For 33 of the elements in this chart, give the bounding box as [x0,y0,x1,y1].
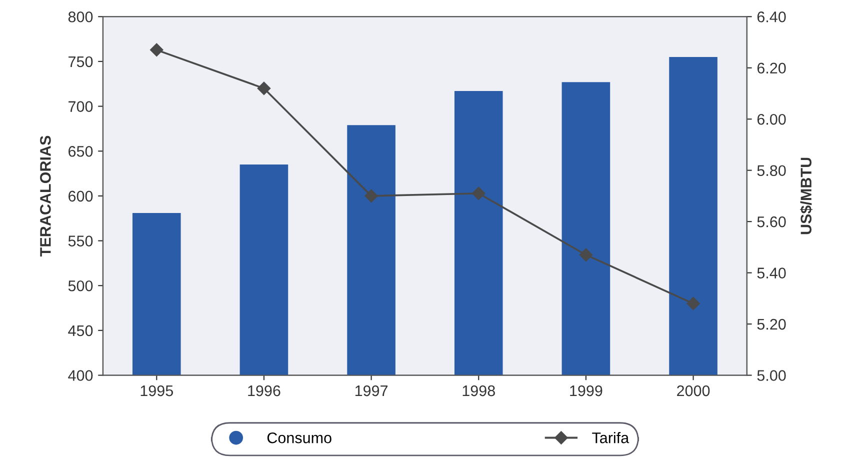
y2-tick-label: 5.00 [757,370,786,381]
y-tick-label: 650 [68,146,93,157]
y-tick-label: 400 [68,370,93,381]
y2-tick-label: 6.20 [757,62,786,74]
point [257,82,271,95]
point [472,186,486,200]
x-tick-label: 1999 [570,385,602,396]
point [150,43,164,57]
y2-tick-label: 6.00 [757,114,786,125]
y2-axis-title: US$/MBTU [800,158,812,234]
y-tick-label: 600 [68,190,93,202]
y2-tick-label: 5.60 [757,216,786,228]
point [686,296,700,310]
legend-label: Tarifa [592,432,630,444]
x-tick-label: 1998 [462,385,495,396]
y2-tick-label: 5.40 [757,268,786,278]
y2-tick-label: 6.40 [757,11,786,22]
x-tick-label: 1996 [248,385,280,396]
point [579,248,593,262]
y-tick-label: 450 [68,325,93,336]
point [364,189,378,203]
y-tick-label: 700 [68,101,93,112]
y-tick-label: 500 [68,280,93,292]
x-tick-label: 1997 [355,385,388,396]
y2-tick-label: 5.20 [757,318,786,330]
x-tick-label: 1995 [140,385,173,396]
legend-label: Consumo [267,432,332,444]
y-axis-title: TERACALORIAS [40,136,51,256]
y-tick-label: 750 [68,56,93,68]
y-tick-label: 800 [68,11,93,22]
y-tick-label: 550 [68,236,93,246]
y2-tick-label: 5.80 [757,165,786,176]
x-tick-label: 2000 [677,385,710,396]
